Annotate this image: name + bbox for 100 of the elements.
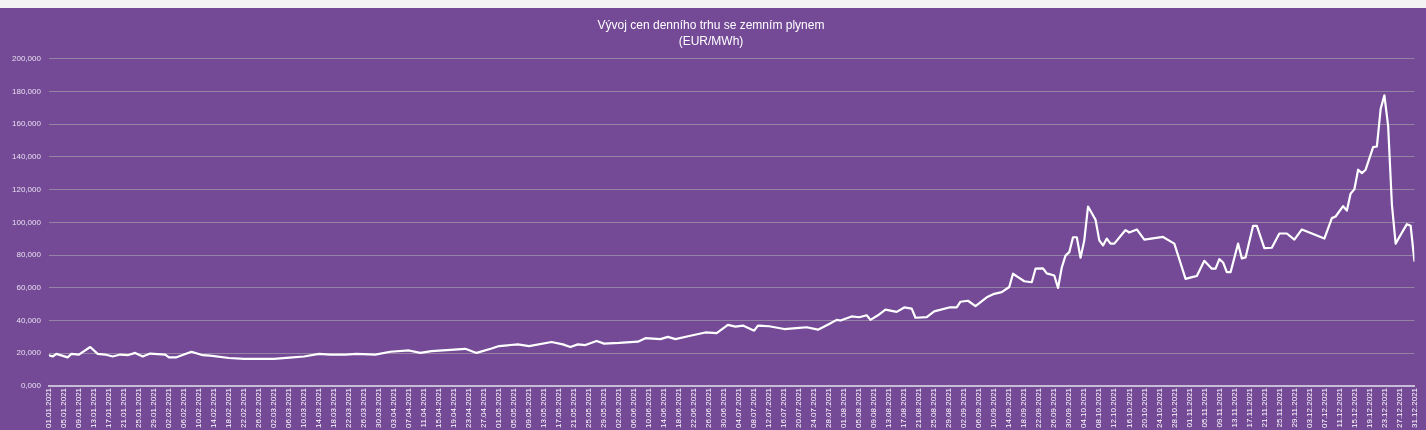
- x-tick-label: 25.05.2021: [584, 387, 594, 429]
- x-tick-label: 26.03.2021: [359, 387, 369, 429]
- y-tick-label: 80,000: [16, 250, 42, 260]
- x-tick-label: 10.06.2021: [644, 387, 654, 429]
- x-tick-label: 30.06.2021: [719, 387, 729, 429]
- y-tick-label: 160,000: [12, 119, 42, 129]
- x-tick-label: 01.01.2021: [44, 387, 54, 429]
- x-tick-label: 27.04.2021: [479, 387, 489, 429]
- x-tick-label: 31.12.2021: [1409, 387, 1419, 429]
- x-tick-label: 21.05.2021: [569, 387, 579, 429]
- x-tick-label: 22.06.2021: [689, 387, 699, 429]
- x-tick-label: 22.03.2021: [344, 387, 354, 429]
- x-tick-label: 13.08.2021: [884, 387, 894, 429]
- y-tick-label: 60,000: [16, 283, 42, 293]
- x-tick-label: 11.04.2021: [419, 387, 429, 428]
- x-tick-label: 20.10.2021: [1139, 387, 1149, 429]
- x-tick-label: 12.10.2021: [1109, 387, 1119, 429]
- x-tick-label: 08.10.2021: [1094, 387, 1104, 429]
- x-tick-label: 25.11.2021: [1274, 387, 1284, 428]
- x-tick-label: 17.01.2021: [104, 387, 114, 429]
- x-tick-label: 14.02.2021: [209, 387, 219, 429]
- y-tick-label: 0,000: [20, 381, 42, 391]
- x-tick-label: 09.11.2021: [1214, 387, 1224, 428]
- x-tick-label: 09.01.2021: [74, 387, 84, 429]
- x-tick-label: 16.10.2021: [1124, 387, 1134, 429]
- x-tick-label: 02.02.2021: [164, 387, 174, 429]
- x-tick-label: 03.12.2021: [1304, 387, 1314, 429]
- x-tick-label: 01.08.2021: [839, 387, 849, 429]
- x-tick-label: 21.11.2021: [1259, 387, 1269, 428]
- x-tick-label: 15.04.2021: [434, 387, 444, 429]
- x-tick-label: 04.10.2021: [1079, 387, 1089, 429]
- x-tick-label: 12.07.2021: [764, 387, 774, 429]
- x-tick-label: 23.12.2021: [1379, 387, 1389, 429]
- x-tick-label: 02.09.2021: [959, 387, 969, 429]
- x-tick-label: 17.11.2021: [1244, 387, 1254, 428]
- x-tick-label: 26.09.2021: [1049, 387, 1059, 429]
- x-tick-label: 09.05.2021: [524, 387, 534, 429]
- x-tick-label: 07.12.2021: [1319, 387, 1329, 429]
- y-tick-label: 200,000: [12, 54, 42, 63]
- x-tick-label: 02.06.2021: [614, 387, 624, 429]
- x-tick-label: 19.12.2021: [1364, 387, 1374, 429]
- x-tick-label: 06.06.2021: [629, 387, 639, 429]
- x-tick-label: 15.12.2021: [1349, 387, 1359, 429]
- x-tick-label: 11.12.2021: [1334, 387, 1344, 428]
- x-tick-label: 13.01.2021: [89, 387, 99, 429]
- x-tick-label: 01.11.2021: [1184, 387, 1194, 428]
- x-tick-label: 24.10.2021: [1154, 387, 1164, 429]
- x-tick-label: 26.06.2021: [704, 387, 714, 429]
- x-tick-label: 21.08.2021: [914, 387, 924, 429]
- x-tick-label: 05.08.2021: [854, 387, 864, 429]
- x-tick-label: 06.03.2021: [284, 387, 294, 429]
- x-tick-label: 14.06.2021: [659, 387, 669, 429]
- x-tick-label: 29.05.2021: [599, 387, 609, 429]
- x-tick-label: 08.07.2021: [749, 387, 759, 429]
- x-tick-label: 02.03.2021: [269, 387, 279, 429]
- x-tick-label: 05.11.2021: [1199, 387, 1209, 428]
- x-tick-label: 06.02.2021: [179, 387, 189, 429]
- x-tick-label: 07.04.2021: [404, 387, 414, 429]
- x-tick-label: 18.09.2021: [1019, 387, 1029, 429]
- x-tick-label: 17.05.2021: [554, 387, 564, 429]
- x-tick-label: 29.08.2021: [944, 387, 954, 429]
- x-tick-label: 18.06.2021: [674, 387, 684, 429]
- x-tick-label: 05.01.2021: [59, 387, 69, 429]
- chart-title: Vývoj cen denního trhu se zemním plynem: [597, 17, 825, 32]
- y-tick-label: 140,000: [12, 152, 42, 162]
- x-tick-label: 10.09.2021: [989, 387, 999, 429]
- x-tick-label: 18.03.2021: [329, 387, 339, 429]
- y-tick-label: 40,000: [16, 315, 42, 325]
- x-tick-label: 03.04.2021: [389, 387, 399, 429]
- x-tick-label: 14.09.2021: [1004, 387, 1014, 429]
- y-tick-label: 180,000: [12, 86, 42, 96]
- x-tick-label: 30.09.2021: [1064, 387, 1074, 429]
- x-tick-label: 06.09.2021: [974, 387, 984, 429]
- x-tick-label: 27.12.2021: [1394, 387, 1404, 429]
- x-tick-label: 05.05.2021: [509, 387, 519, 429]
- x-tick-label: 13.11.2021: [1229, 387, 1239, 428]
- x-tick-label: 10.03.2021: [299, 387, 309, 429]
- x-tick-label: 29.11.2021: [1289, 387, 1299, 428]
- x-tick-label: 24.07.2021: [809, 387, 819, 429]
- x-tick-label: 30.03.2021: [374, 387, 384, 429]
- x-tick-label: 20.07.2021: [794, 387, 804, 429]
- x-tick-label: 21.01.2021: [119, 387, 129, 429]
- x-tick-label: 18.02.2021: [224, 387, 234, 429]
- x-tick-label: 22.09.2021: [1034, 387, 1044, 429]
- x-tick-label: 16.07.2021: [779, 387, 789, 429]
- x-tick-label: 29.01.2021: [149, 387, 159, 429]
- x-tick-label: 10.02.2021: [194, 387, 204, 429]
- x-tick-label: 14.03.2021: [314, 387, 324, 429]
- x-tick-label: 28.07.2021: [824, 387, 834, 429]
- x-tick-label: 17.08.2021: [899, 387, 909, 429]
- x-tick-label: 23.04.2021: [464, 387, 474, 429]
- x-tick-label: 25.01.2021: [134, 387, 144, 429]
- x-tick-label: 28.10.2021: [1169, 387, 1179, 429]
- y-tick-label: 20,000: [16, 348, 42, 358]
- x-tick-label: 01.05.2021: [494, 387, 504, 429]
- y-tick-label: 100,000: [12, 217, 42, 227]
- x-tick-label: 26.02.2021: [254, 387, 264, 429]
- x-tick-label: 09.08.2021: [869, 387, 879, 429]
- x-tick-label: 25.08.2021: [929, 387, 939, 429]
- x-tick-label: 04.07.2021: [734, 387, 744, 429]
